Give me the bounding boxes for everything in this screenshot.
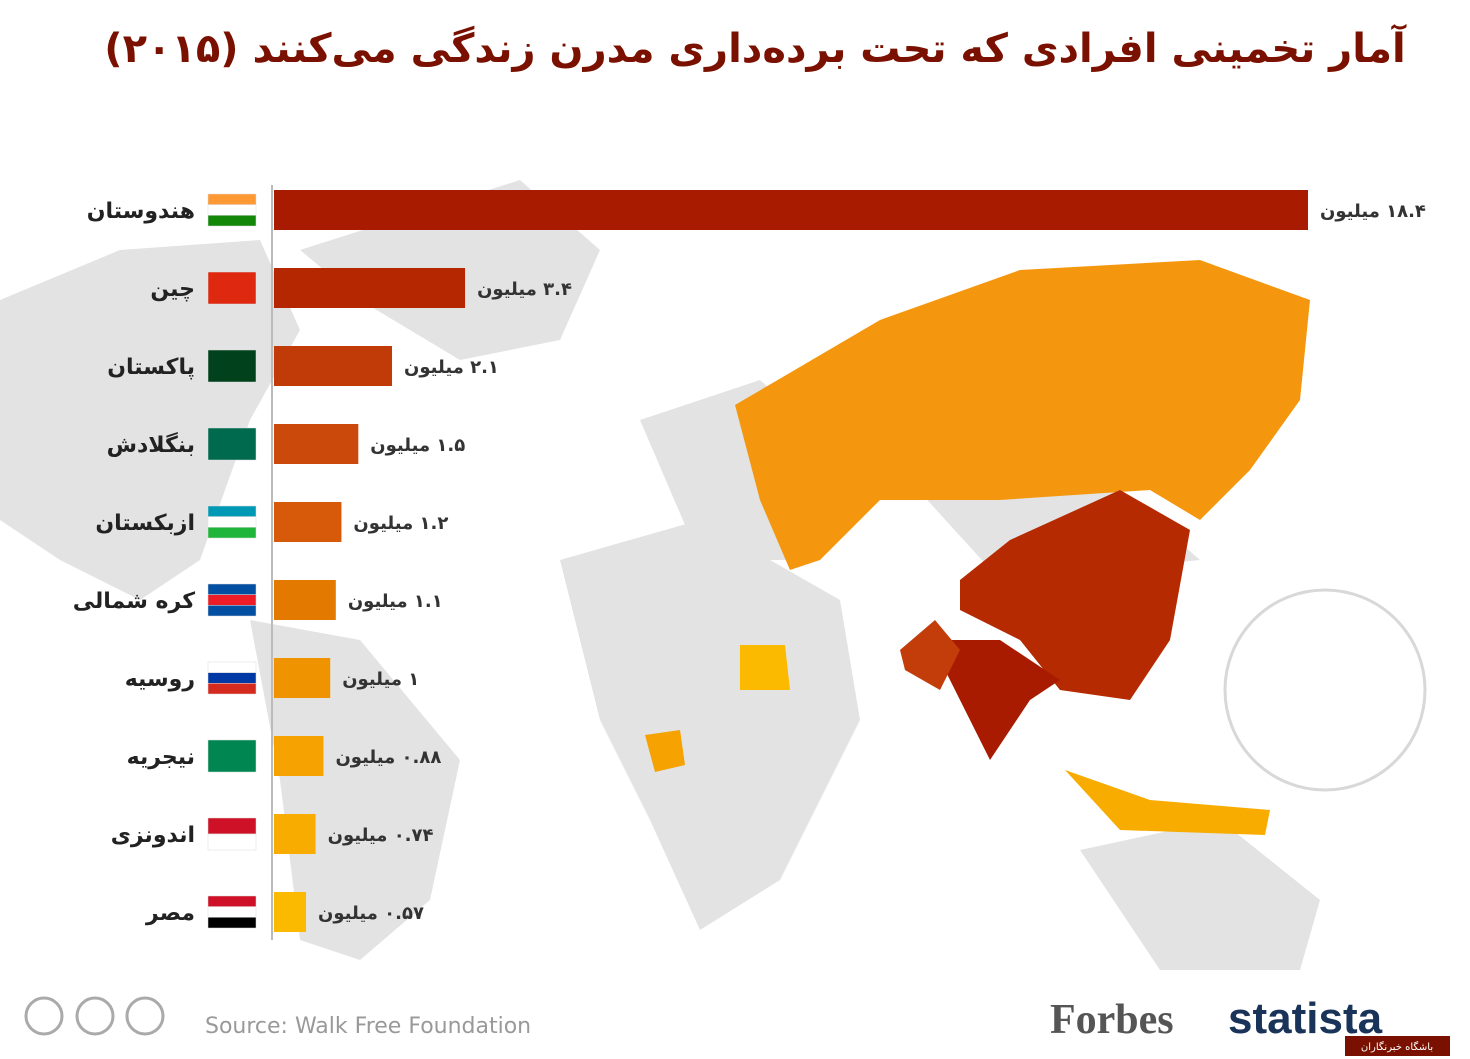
- watermark-box: [1345, 1036, 1450, 1056]
- value-label: ۱ میلیون: [342, 669, 419, 690]
- category-label: ازبکستان: [95, 511, 195, 536]
- bar: [274, 424, 359, 464]
- value-label: ۰.۵۷ میلیون: [318, 903, 424, 924]
- flag: [207, 605, 257, 617]
- category-label: اندونزی: [111, 823, 195, 848]
- bar: [274, 814, 316, 854]
- flag: [207, 895, 257, 907]
- bar: [274, 658, 331, 698]
- category-label: هندوستان: [87, 199, 195, 224]
- flag: [207, 833, 257, 851]
- category-label: بنگلادش: [107, 431, 195, 458]
- value-label: ۳.۴ میلیون: [477, 279, 572, 300]
- bar: [274, 502, 342, 542]
- flag: [207, 661, 257, 673]
- flag: [207, 594, 257, 606]
- flag: [207, 583, 257, 595]
- value-label: ۱.۵ میلیون: [370, 435, 465, 456]
- flag: [207, 739, 257, 773]
- value-label: ۱۸.۴ میلیون: [1320, 201, 1426, 222]
- category-label: مصر: [145, 901, 195, 926]
- bar: [274, 892, 307, 932]
- chart-title: آمار تخمینی افرادی که تحت برده‌داری مدرن…: [104, 23, 1407, 72]
- category-label: نیجریه: [127, 745, 195, 770]
- flag: [207, 427, 257, 461]
- category-label: چین: [150, 277, 195, 302]
- value-label: ۱.۲ میلیون: [353, 513, 448, 534]
- map-highlight: [645, 260, 1427, 835]
- flag: [207, 271, 257, 305]
- flag: [207, 906, 257, 918]
- category-label: پاکستان: [107, 355, 195, 380]
- category-label: روسیه: [125, 667, 195, 692]
- cc-icons: [24, 996, 165, 1036]
- brand-logo: statista: [1228, 994, 1383, 1043]
- flag: [207, 516, 257, 528]
- value-label: ۰.۷۴ میلیون: [328, 825, 434, 846]
- category-label: کره شمالی: [73, 589, 195, 614]
- bar: [274, 736, 324, 776]
- bar: [274, 346, 393, 386]
- bar: [274, 190, 1308, 230]
- flag: [207, 817, 257, 835]
- value-label: ۰.۸۸ میلیون: [335, 747, 441, 768]
- flag: [207, 683, 257, 695]
- flag: [207, 917, 257, 929]
- bar: [274, 580, 336, 620]
- source: Source: Walk Free Foundation: [205, 1014, 531, 1039]
- flag: [207, 672, 257, 684]
- publisher-logo: Forbes: [1050, 997, 1174, 1043]
- value-label: ۲.۱ میلیون: [404, 357, 499, 378]
- flag: [207, 527, 257, 539]
- flag: [207, 193, 257, 205]
- flag: [207, 215, 257, 227]
- watermark: باشگاه خبرنگاران: [1361, 1041, 1433, 1053]
- value-label: ۱.۱ میلیون: [348, 591, 443, 612]
- flag: [207, 204, 257, 216]
- flag: [207, 349, 257, 383]
- flag: [207, 505, 257, 517]
- bar: [274, 268, 466, 308]
